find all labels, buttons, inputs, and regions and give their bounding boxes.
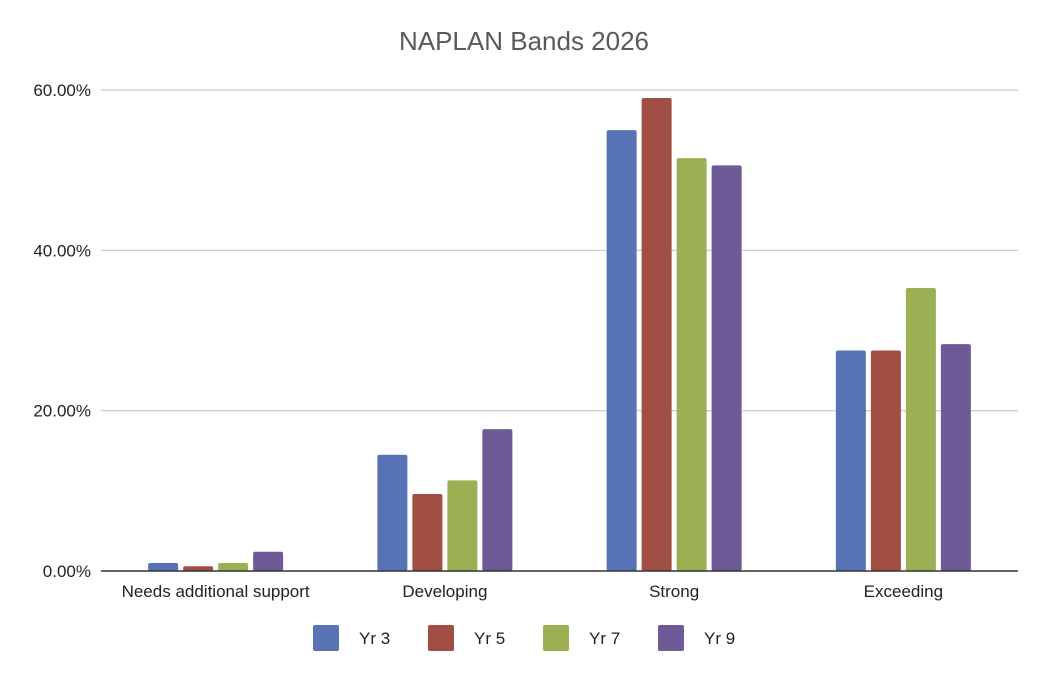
x-category-label: Exceeding [864,582,943,601]
x-category-label: Needs additional support [122,582,310,601]
y-tick-label: 0.00% [43,562,91,581]
y-tick-label: 20.00% [33,402,91,421]
y-tick-label: 60.00% [33,81,91,100]
bar-yr-9-developing [482,429,513,571]
bar-yr-5-exceeding [870,350,901,571]
legend-label: Yr 3 [359,629,390,648]
bar-yr-7-strong [676,158,707,571]
legend-item: Yr 9 [658,625,735,651]
bar-yr-5-needs-additional-support [183,566,214,571]
bar-yr-9-needs-additional-support [253,551,284,571]
bars-layer [148,98,971,572]
legend-item: Yr 7 [543,625,620,651]
legend-label: Yr 7 [589,629,620,648]
bar-yr-5-developing [412,494,443,571]
chart-title: NAPLAN Bands 2026 [399,26,649,56]
bar-yr-9-strong [711,165,742,571]
bar-yr-3-developing [377,454,408,571]
x-category-label: Developing [402,582,487,601]
legend-swatch [658,625,684,651]
legend-swatch [543,625,569,651]
bar-yr-7-exceeding [905,288,936,571]
bar-yr-7-needs-additional-support [218,562,249,571]
y-tick-label: 40.00% [33,241,91,260]
x-category-label: Strong [649,582,699,601]
legend-swatch [428,625,454,651]
bar-yr-5-strong [641,98,672,572]
legend-item: Yr 3 [313,625,390,651]
bar-yr-9-exceeding [940,344,971,571]
legend-item: Yr 5 [428,625,505,651]
legend-label: Yr 5 [474,629,505,648]
legend: Yr 3 Yr 5 Yr 7 Yr 9 [313,625,735,651]
bar-yr-3-needs-additional-support [148,562,179,571]
legend-label: Yr 9 [704,629,735,648]
bar-yr-3-strong [606,130,637,572]
legend-swatch [313,625,339,651]
axis-layer: 0.00% 20.00% 40.00% 60.00% Needs additional … [33,81,1018,601]
bar-yr-7-developing [447,480,478,571]
bar-yr-3-exceeding [835,350,866,571]
